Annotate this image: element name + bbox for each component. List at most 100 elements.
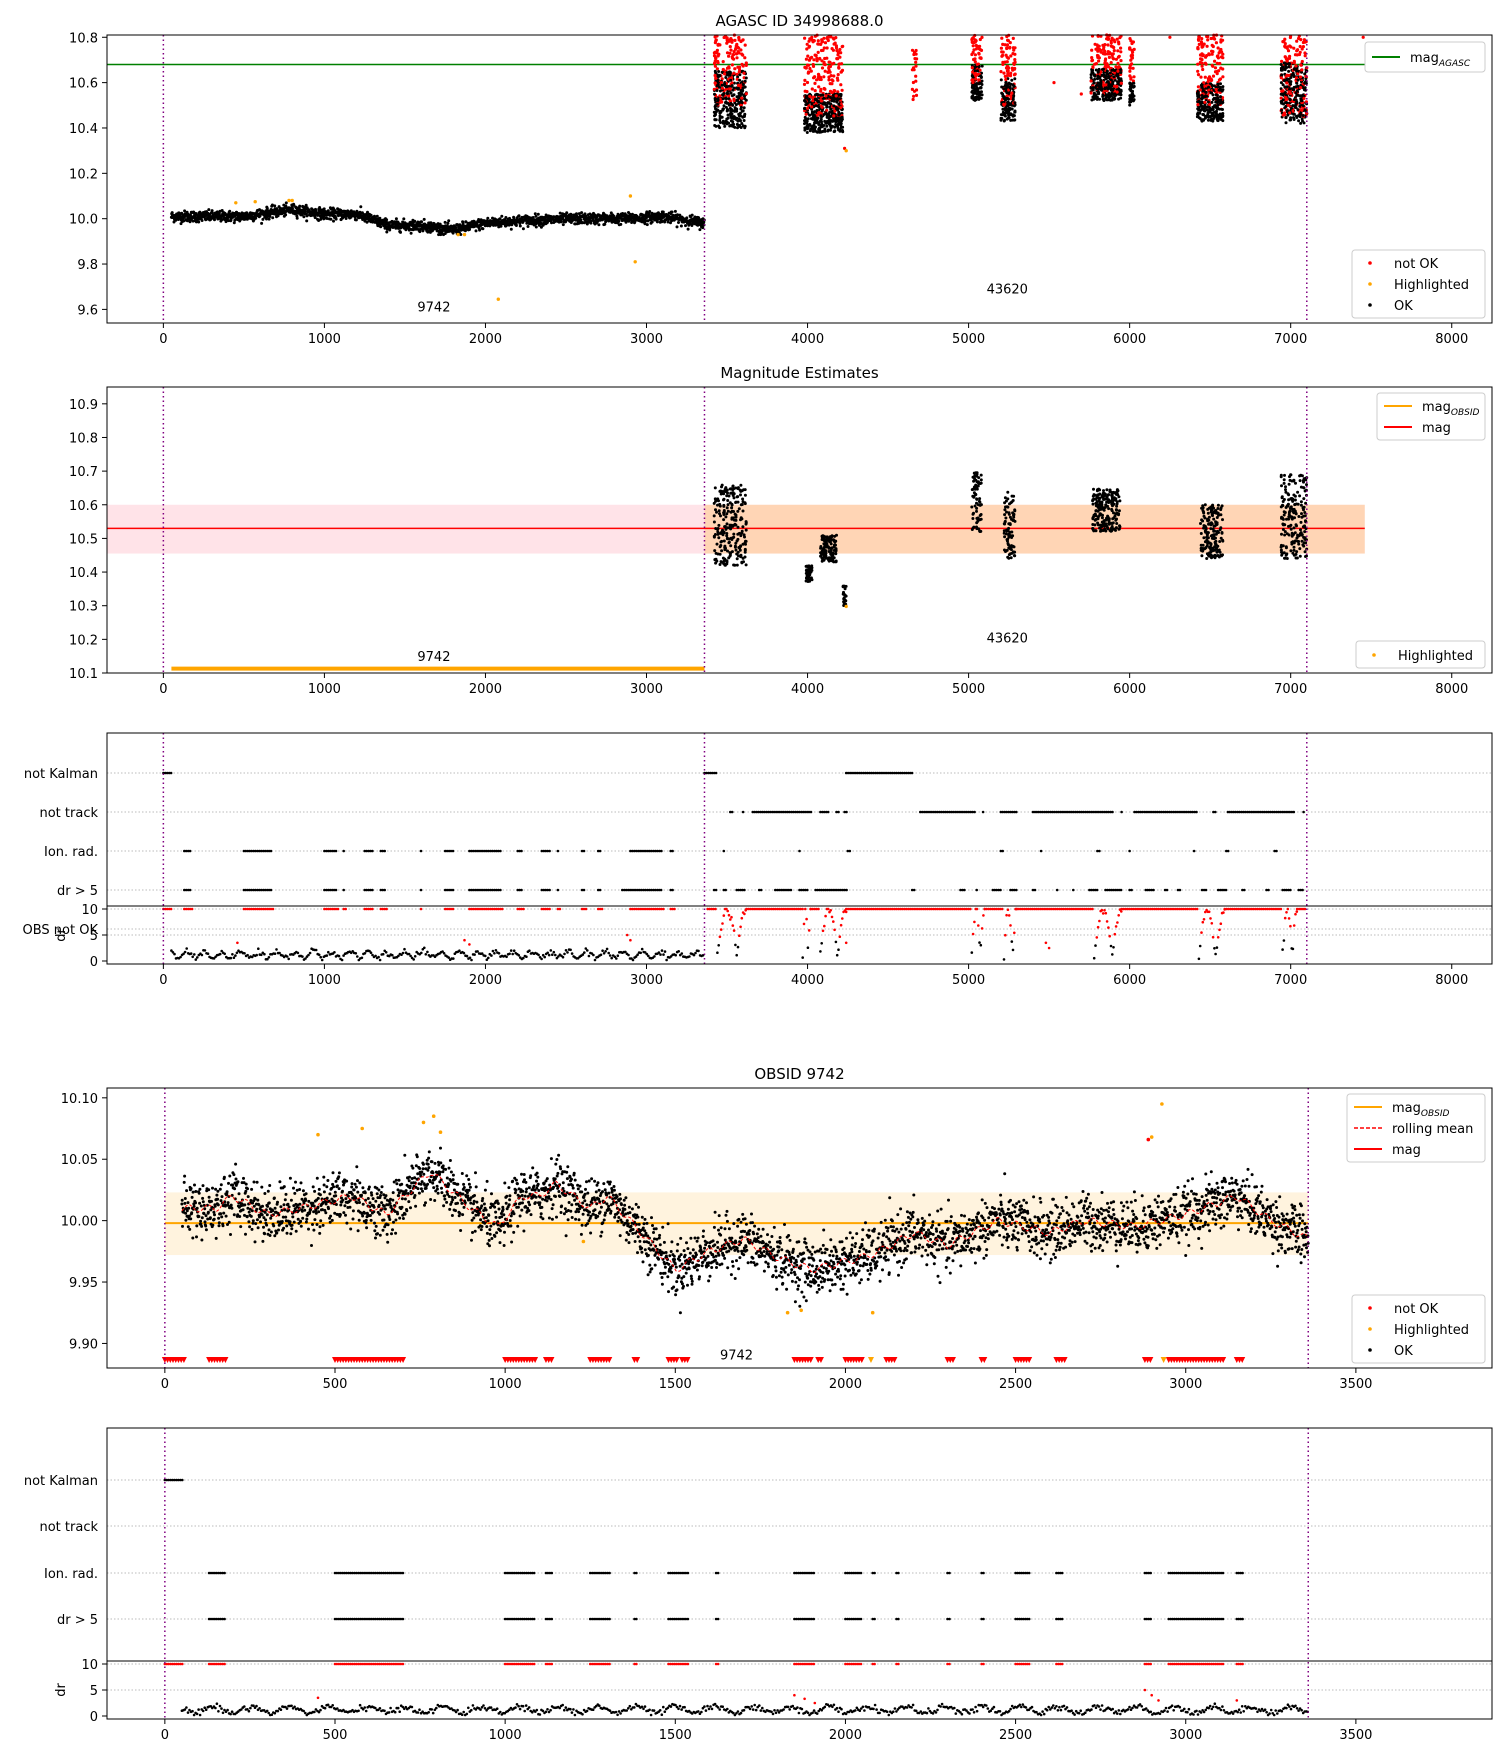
data-point xyxy=(736,537,740,541)
data-point xyxy=(1099,87,1103,91)
not-ok-point xyxy=(1012,67,1017,71)
not-ok-point xyxy=(1119,81,1123,85)
not-ok-point xyxy=(816,39,820,43)
data-point xyxy=(716,78,720,82)
data-point xyxy=(740,561,744,565)
not-ok-point xyxy=(1210,63,1214,67)
not-ok-point xyxy=(1110,36,1114,40)
data-point xyxy=(725,536,729,540)
data-point xyxy=(1207,114,1211,118)
not-ok-point xyxy=(732,71,736,75)
data-point xyxy=(1007,116,1011,120)
data-point xyxy=(1093,74,1097,78)
data-point xyxy=(420,220,424,224)
data-point xyxy=(645,223,649,227)
not-ok-point xyxy=(1197,38,1201,42)
not-ok-point xyxy=(810,87,814,91)
data-point xyxy=(1093,94,1097,98)
legend-point-swatch xyxy=(1368,282,1372,286)
data-point xyxy=(725,506,729,510)
data-point xyxy=(1128,94,1132,98)
not-ok-point xyxy=(1288,111,1292,115)
data-point xyxy=(1008,106,1011,110)
not-ok-point xyxy=(837,62,842,66)
data-point xyxy=(1283,92,1286,96)
not-ok-point xyxy=(839,70,843,74)
data-point xyxy=(1101,97,1105,101)
chart-agasc: 0 1000 2000 3000 4000 5000 6000 7000 80009.69.81… xyxy=(69,12,1493,347)
data-point xyxy=(1012,94,1016,98)
data-point xyxy=(1105,69,1109,73)
not-ok-point xyxy=(1004,77,1008,82)
not-ok-point xyxy=(812,58,816,62)
data-point xyxy=(719,540,723,544)
not-ok-point xyxy=(1119,59,1123,63)
not-ok-point xyxy=(713,50,717,54)
data-point xyxy=(828,105,832,109)
not-ok-point xyxy=(1300,47,1304,51)
data-point xyxy=(1113,94,1117,98)
data-point xyxy=(454,225,458,229)
data-point xyxy=(1132,85,1136,89)
data-point xyxy=(1109,86,1113,90)
not-ok-point xyxy=(914,60,918,64)
not-ok-point xyxy=(970,66,974,70)
data-point xyxy=(1202,113,1206,117)
data-point xyxy=(536,212,540,216)
not-ok-point xyxy=(713,41,718,45)
data-point xyxy=(170,211,174,215)
data-point xyxy=(817,123,821,126)
data-point xyxy=(1004,81,1008,85)
data-point xyxy=(413,219,417,223)
not-ok-point xyxy=(834,46,839,50)
data-point xyxy=(1011,98,1015,101)
not-ok-point xyxy=(718,94,722,98)
not-ok-point xyxy=(1001,62,1005,66)
not-ok-point xyxy=(1295,39,1299,43)
data-point xyxy=(736,123,740,127)
data-point xyxy=(295,216,299,220)
data-point xyxy=(291,207,294,211)
not-ok-point xyxy=(822,62,826,66)
data-point xyxy=(730,550,734,554)
not-ok-point xyxy=(1298,44,1302,49)
data-point xyxy=(726,113,730,117)
not-ok-point xyxy=(735,72,739,76)
data-point xyxy=(220,218,224,222)
data-point xyxy=(729,102,733,105)
not-ok-point xyxy=(807,58,812,62)
data-point xyxy=(725,121,729,125)
not-ok-point xyxy=(834,36,838,40)
not-ok-point xyxy=(806,71,810,75)
not-ok-point xyxy=(827,68,831,72)
data-point xyxy=(1301,104,1305,108)
not-ok-point xyxy=(840,45,844,49)
not-ok-point xyxy=(1196,103,1200,107)
data-point xyxy=(334,217,338,221)
not-ok-point xyxy=(1111,57,1116,61)
not-ok-point xyxy=(804,112,808,116)
data-point xyxy=(1104,77,1108,81)
data-point xyxy=(1289,82,1293,86)
data-point xyxy=(1301,94,1305,97)
data-point xyxy=(731,484,735,488)
data-point xyxy=(1299,121,1303,125)
data-point xyxy=(821,93,825,97)
data-point xyxy=(730,517,734,521)
data-point xyxy=(189,213,192,217)
data-point xyxy=(1288,87,1292,91)
not-ok-point xyxy=(1003,43,1007,47)
not-ok-point xyxy=(1298,75,1303,79)
not-ok-point xyxy=(977,78,981,82)
data-point xyxy=(344,217,348,220)
data-point xyxy=(1284,121,1288,125)
data-point xyxy=(267,217,271,221)
data-point xyxy=(743,124,747,128)
data-point xyxy=(302,215,306,219)
data-point xyxy=(738,111,742,115)
data-point xyxy=(734,117,738,121)
data-point xyxy=(729,544,733,548)
data-point xyxy=(292,203,296,207)
not-ok-point xyxy=(1286,103,1290,107)
data-point xyxy=(837,102,841,106)
